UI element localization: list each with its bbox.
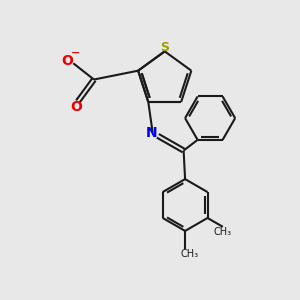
Text: CH₃: CH₃ bbox=[180, 249, 199, 259]
Text: S: S bbox=[160, 41, 169, 54]
Text: CH₃: CH₃ bbox=[214, 227, 232, 237]
Text: −: − bbox=[71, 48, 80, 58]
Text: N: N bbox=[146, 126, 157, 140]
Text: O: O bbox=[61, 54, 73, 68]
Text: O: O bbox=[70, 100, 82, 114]
